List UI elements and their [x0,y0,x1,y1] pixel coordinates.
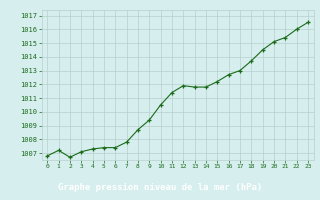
Text: Graphe pression niveau de la mer (hPa): Graphe pression niveau de la mer (hPa) [58,182,262,192]
